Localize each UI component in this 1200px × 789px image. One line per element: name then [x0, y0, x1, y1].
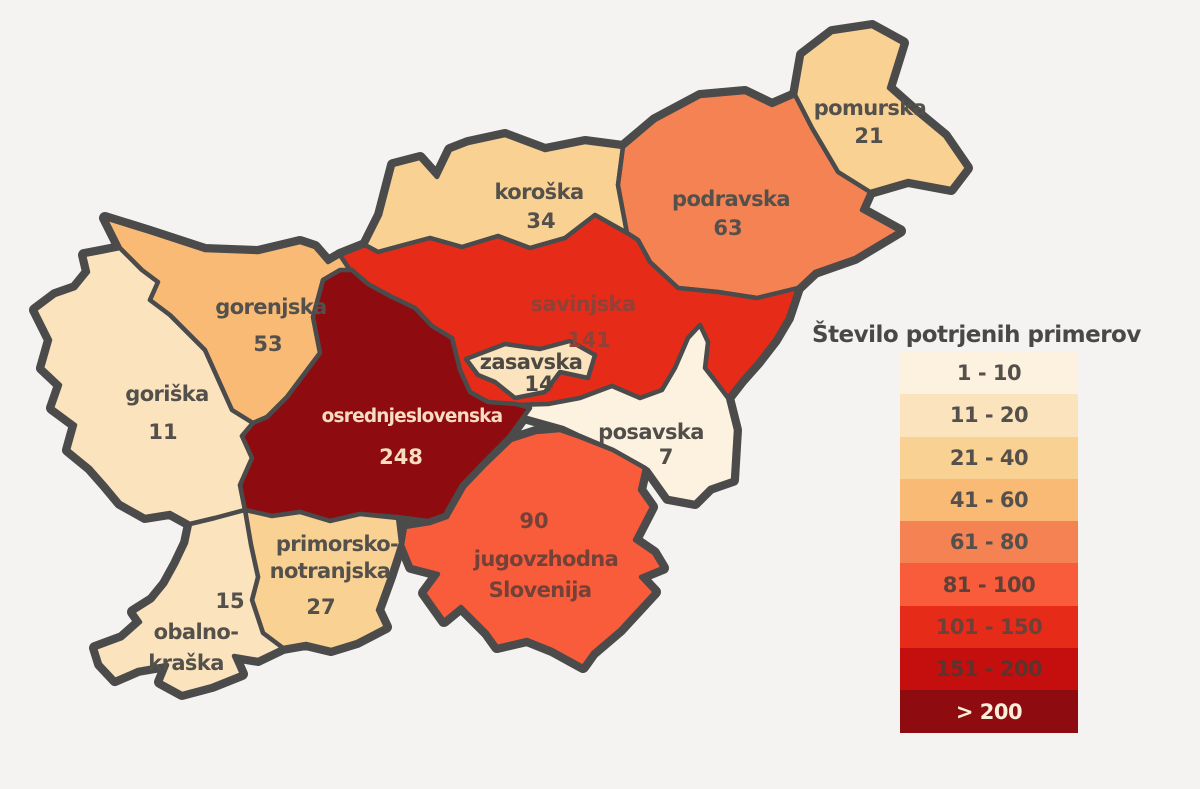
- region-label-goriska: goriška: [125, 382, 208, 406]
- region-label-jugovzhodna-slovenija-line2: Slovenija: [489, 578, 592, 602]
- region-label-osrednjeslovenska: osrednjeslovenska: [322, 406, 503, 427]
- region-value-primorsko-notranjska: 27: [306, 595, 335, 619]
- region-label-jugovzhodna-slovenija-line1: jugovzhodna: [473, 547, 618, 571]
- region-label-obalno-kraska-line2: kraška: [148, 651, 224, 675]
- legend-row: 81 - 100: [900, 563, 1078, 606]
- legend-row: 1 - 10: [900, 352, 1078, 395]
- region-label-pomurska: pomurska: [814, 96, 926, 120]
- legend-row: 41 - 60: [900, 478, 1078, 522]
- legend-row-label: > 200: [955, 699, 1023, 724]
- legend-row: 21 - 40: [900, 436, 1078, 479]
- region-label-layer: pomurska 21 podravska 63 koroška 34 savi…: [125, 96, 927, 675]
- region-value-goriska: 11: [148, 420, 177, 444]
- legend-row-label: 61 - 80: [949, 530, 1029, 555]
- region-label-gorenjska: gorenjska: [215, 295, 326, 319]
- legend-row-label: 1 - 10: [956, 361, 1022, 386]
- legend-row-label: 11 - 20: [949, 403, 1029, 428]
- legend-row: 61 - 80: [900, 521, 1078, 564]
- region-label-obalno-kraska-line1: obalno-: [154, 620, 239, 644]
- region-value-zasavska: 14: [524, 372, 553, 396]
- legend-row: 11 - 20: [900, 394, 1078, 437]
- region-label-posavska: posavska: [598, 420, 704, 444]
- region-value-gorenjska: 53: [253, 332, 282, 356]
- region-label-koroska: koroška: [494, 180, 583, 204]
- region-value-jugovzhodna-slovenija: 90: [519, 509, 548, 533]
- legend-row: 151 - 200: [900, 648, 1078, 691]
- region-value-koroska: 34: [526, 209, 555, 233]
- legend-row: > 200: [900, 690, 1078, 733]
- region-value-savinjska: 141: [567, 328, 611, 352]
- legend-row-label: 21 - 40: [949, 445, 1029, 470]
- legend: 1 - 10 11 - 20 21 - 40 41 - 60 61 - 80 8…: [900, 352, 1078, 733]
- region-value-osrednjeslovenska: 248: [379, 445, 423, 469]
- region-value-obalno-kraska: 15: [215, 589, 244, 613]
- region-label-primorsko-notranjska-line1: primorsko-: [276, 532, 398, 556]
- region-value-posavska: 7: [659, 445, 674, 469]
- region-value-pomurska: 21: [854, 124, 883, 148]
- legend-row-label: 41 - 60: [949, 488, 1029, 513]
- legend-title: Število potrjenih primerov: [812, 322, 1141, 348]
- legend-row-label: 101 - 150: [935, 614, 1043, 639]
- region-label-podravska: podravska: [672, 187, 790, 211]
- legend-row-label: 151 - 200: [935, 657, 1043, 682]
- legend-row-label: 81 - 100: [942, 572, 1036, 597]
- region-label-savinjska: savinjska: [531, 292, 636, 316]
- region-label-zasavska: zasavska: [480, 350, 583, 374]
- legend-row: 101 - 150: [900, 605, 1078, 649]
- region-value-podravska: 63: [713, 216, 742, 240]
- region-label-primorsko-notranjska-line2: notranjska: [270, 559, 391, 583]
